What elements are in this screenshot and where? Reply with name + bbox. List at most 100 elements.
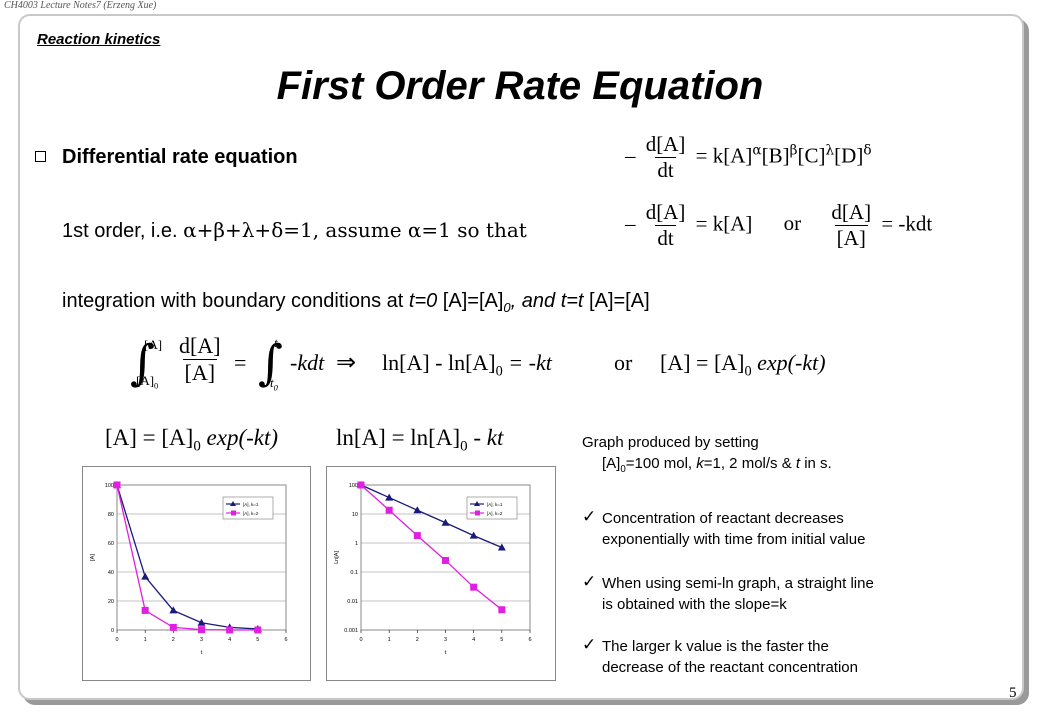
exp-delta: δ	[863, 142, 872, 159]
legend-marker	[231, 510, 236, 516]
exp-equation: [A] = [A]0 exp(-kt)	[660, 350, 826, 380]
rate-B: [B]	[761, 143, 790, 168]
page-number: 5	[1009, 685, 1017, 701]
dA-over-A-fraction: d[A] [A]	[829, 200, 873, 251]
y-tick-label: 60	[108, 541, 114, 547]
first-order-prefix: 1st order, i.e.	[62, 220, 184, 242]
or-word: or	[614, 350, 633, 375]
data-point-k2	[357, 481, 365, 489]
x-tick-label: 1	[388, 637, 391, 643]
series-line-2	[116, 484, 258, 631]
legend-label: [A], k=1	[243, 502, 259, 507]
data-point-k1	[441, 518, 450, 526]
first-order-condition: α+β+λ+δ=1, assume α=1 so that	[183, 218, 527, 242]
data-point-k1	[497, 543, 506, 551]
rhs-mkdt: -kdt	[898, 211, 933, 236]
x-tick-label: 5	[256, 637, 259, 643]
int-rhs: -kdt	[290, 350, 325, 375]
y-tick-label: 80	[108, 512, 114, 518]
data-point-k2	[226, 626, 234, 634]
x-tick-label: 1	[144, 637, 147, 643]
t-upper: t	[274, 335, 278, 350]
series-line-1	[360, 484, 503, 549]
x-tick-label: 6	[284, 637, 287, 643]
graph-note-line1: Graph produced by setting	[582, 434, 759, 451]
dA-dt-fraction: d[A] dt	[644, 132, 688, 183]
ln-equation: ln[A] - ln[A]0 = -kt	[382, 350, 552, 380]
check-item-1: Concentration of reactant decreases expon…	[602, 510, 866, 548]
x-tick-label: 3	[200, 637, 203, 643]
data-point-k2	[198, 626, 205, 634]
data-point-k2	[442, 556, 449, 564]
square-bullet-icon	[35, 151, 46, 162]
y-tick-label: 100	[349, 483, 358, 489]
data-point-k1	[469, 531, 478, 539]
chart2-equation: ln[A] = ln[A]0 - kt	[336, 425, 504, 455]
equals: =	[881, 211, 894, 236]
exp-alpha: α	[752, 142, 762, 159]
y-tick-label: 100	[105, 483, 114, 489]
y-tick-label: 0	[111, 628, 114, 634]
data-point-k1	[141, 572, 150, 580]
data-point-k2	[498, 606, 506, 614]
data-point-k2	[141, 606, 149, 614]
y-axis-label: [A]	[90, 554, 96, 561]
data-point-k1	[197, 618, 206, 626]
or-word: or	[783, 211, 802, 236]
x-tick-label: 2	[416, 637, 419, 643]
legend-label: [A], k=2	[243, 511, 259, 516]
data-point-k1	[169, 606, 178, 614]
frac-den: dt	[655, 225, 676, 250]
exp-lambda: λ	[825, 142, 835, 159]
integration-line: integration with boundary conditions at …	[62, 290, 650, 315]
implies-icon: ⇒	[336, 348, 357, 376]
frac-num: d[A]	[645, 200, 686, 224]
integration-a: integration with boundary conditions at	[62, 290, 409, 312]
minus-sign: –	[625, 143, 636, 168]
y-axis-label: Ln[A]	[334, 551, 340, 564]
int-upper: [A]	[144, 337, 163, 352]
integration-c: [A]=[A]	[437, 290, 504, 312]
check-item-3: The larger k value is the faster the decr…	[602, 638, 858, 676]
check-icon: ✓	[582, 635, 597, 654]
y-tick-label: 0.01	[347, 599, 358, 605]
check-item-2: When using semi-ln graph, a straight lin…	[602, 575, 874, 613]
integration-b: t=0	[408, 290, 438, 312]
x-tick-label: 2	[172, 637, 175, 643]
first-order-line: 1st order, i.e. α+β+λ+δ=1, assume α=1 so…	[62, 218, 527, 243]
integration-d: , and	[510, 290, 561, 312]
data-point-k2	[470, 583, 478, 591]
frac-den: [A]	[834, 225, 868, 250]
legend-label: [A], k=1	[487, 502, 503, 507]
data-point-k1	[385, 493, 394, 501]
integral-icon: ∫	[130, 335, 156, 391]
linear-chart: 0 20 40 60 80 100 0 1 2 3 4 5 6 t [A] [A], k=1 [A], k=2	[90, 481, 288, 656]
legend-marker	[474, 501, 480, 506]
data-point-k2	[385, 506, 393, 514]
integration-f: [A]=[A]	[583, 290, 650, 312]
frac-den: dt	[655, 157, 676, 182]
x-tick-label: 3	[444, 637, 447, 643]
y-tick-label: 10	[352, 512, 358, 518]
y-tick-label: 20	[108, 599, 114, 605]
int-lower: [A]0	[136, 373, 159, 391]
check-icon: ✓	[582, 507, 597, 526]
x-axis-label: t	[445, 650, 447, 656]
legend-marker	[230, 501, 236, 506]
integral-icon: ∫	[258, 335, 284, 391]
first-order-equation: – d[A] dt = k[A] or d[A] [A] = -kdt	[625, 200, 932, 251]
dA-dt-fraction: d[A] dt	[644, 200, 688, 251]
bullet-heading: Differential rate equation	[62, 146, 298, 168]
semilog-chart-frame: 0.001 0.01 0.1 1 10 100 0 1 2 3 4 5 6 t Ln[A] [A], k=1 […	[326, 466, 556, 681]
integration-e: t=t	[560, 290, 584, 312]
rate-equation: – d[A] dt = k[A]α[B]β[C]λ[D]δ	[625, 132, 872, 183]
data-point-k2	[413, 532, 421, 540]
x-tick-label: 4	[228, 637, 231, 643]
minus-sign: –	[625, 211, 636, 236]
section-title: Reaction kinetics	[37, 31, 161, 48]
equals: =	[234, 350, 247, 375]
x-tick-label: 0	[115, 637, 118, 643]
legend-marker	[475, 510, 480, 516]
y-tick-label: 40	[108, 570, 114, 576]
slide-title: First Order Rate Equation	[276, 64, 764, 108]
